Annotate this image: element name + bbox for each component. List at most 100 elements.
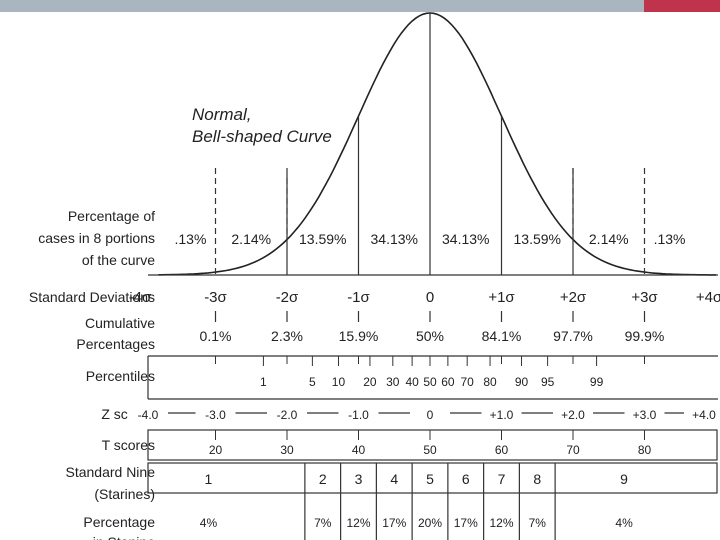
t-score-label: 40 — [352, 443, 366, 457]
stanine-number: 6 — [462, 471, 470, 487]
cumulative-percentage-label: 84.1% — [482, 328, 522, 344]
z-score-label: +4.0 — [692, 408, 716, 422]
z-score-label: +3.0 — [633, 408, 657, 422]
sd-label: +1σ — [488, 289, 515, 306]
sd-label: +2σ — [560, 289, 587, 306]
curve-percentage-label: 34.13% — [371, 231, 418, 247]
row-label-stanine: (Starines) — [94, 486, 155, 502]
stanine-number: 5 — [426, 471, 434, 487]
stanine-number: 9 — [620, 471, 628, 487]
row-label-percentiles: Percentiles — [86, 368, 155, 384]
row-label-stanine_pct: in Stanine — [93, 534, 155, 540]
percentile-label: 30 — [386, 375, 400, 389]
stanine-number: 3 — [355, 471, 363, 487]
stanine-number: 8 — [533, 471, 541, 487]
z-score-label: -1.0 — [348, 408, 369, 422]
slide-accent-block — [644, 0, 720, 12]
percentile-label: 90 — [515, 375, 529, 389]
row-label-stanine: Standard Nine — [65, 464, 155, 480]
stanine-percentage: 12% — [489, 516, 513, 530]
row-label-percentage: Percentage of — [68, 208, 155, 224]
z-score-label: +2.0 — [561, 408, 585, 422]
stanine-percentage: 12% — [346, 516, 370, 530]
curve-percentage-label: .13% — [175, 231, 207, 247]
stanine-number: 4 — [390, 471, 398, 487]
sd-label: -4σ — [129, 289, 152, 306]
percentile-label: 5 — [309, 375, 316, 389]
cumulative-percentage-label: 99.9% — [625, 328, 665, 344]
curve-percentage-label: 2.14% — [231, 231, 271, 247]
curve-percentage-label: 34.13% — [442, 231, 489, 247]
row-label-cumulative: Cumulative — [85, 315, 155, 331]
curve-percentage-label: 13.59% — [299, 231, 346, 247]
sd-label: 0 — [426, 289, 434, 306]
percentile-label: 95 — [541, 375, 555, 389]
cumulative-percentage-label: 0.1% — [200, 328, 232, 344]
percentile-label: 50 — [423, 375, 437, 389]
row-label-percentage: of the curve — [82, 252, 155, 268]
stanine-percentage: 17% — [382, 516, 406, 530]
percentile-label: 40 — [405, 375, 419, 389]
row-label-stanine_pct: Percentage — [83, 514, 155, 530]
stanine-number: 1 — [205, 471, 213, 487]
curve-label: Bell-shaped Curve — [192, 127, 332, 146]
z-label-bg — [624, 404, 665, 420]
curve-percentage-label: .13% — [654, 231, 686, 247]
sd-label: -3σ — [204, 289, 227, 306]
cumulative-percentage-label: 2.3% — [271, 328, 303, 344]
z-score-label: -4.0 — [138, 408, 159, 422]
percentile-label: 20 — [363, 375, 377, 389]
stanine-number: 7 — [498, 471, 506, 487]
row-label-cumulative: Percentages — [76, 336, 155, 352]
stanine-number: 2 — [319, 471, 327, 487]
stanine-percentage: 7% — [314, 516, 332, 530]
stanine-percentage: 7% — [529, 516, 547, 530]
percentile-label: 80 — [483, 375, 497, 389]
t-score-label: 50 — [423, 443, 437, 457]
bell-curve — [158, 12, 716, 276]
t-score-label: 20 — [209, 443, 223, 457]
stanine-percentage: 4% — [615, 516, 633, 530]
stanine-percentage: 4% — [200, 516, 218, 530]
z-label-bg — [684, 404, 720, 420]
sd-label: -2σ — [276, 289, 299, 306]
z-label-bg — [481, 404, 522, 420]
sd-label: +4σ — [696, 289, 720, 306]
z-score-label: 0 — [427, 408, 434, 422]
row-label-sd: Standard Deviations — [29, 289, 155, 305]
t-score-label: 60 — [495, 443, 509, 457]
t-score-label: 30 — [280, 443, 294, 457]
t-score-label: 80 — [638, 443, 652, 457]
cumulative-percentage-label: 97.7% — [553, 328, 593, 344]
z-label-bg — [195, 404, 236, 420]
curve-percentage-label: 13.59% — [514, 231, 561, 247]
t-score-band — [147, 429, 718, 461]
t-score-label: 70 — [566, 443, 580, 457]
percentile-label: 1 — [260, 375, 267, 389]
curve-percentage-label: 2.14% — [589, 231, 629, 247]
percentile-label: 60 — [441, 375, 455, 389]
row-label-t: T scores — [102, 437, 155, 453]
slide-top-bar — [0, 0, 720, 12]
row-label-percentage: cases in 8 portions — [38, 230, 155, 246]
stanine-percentage: 17% — [454, 516, 478, 530]
cumulative-percentage-label: 50% — [416, 328, 444, 344]
z-score-label: -3.0 — [205, 408, 226, 422]
sd-label: -1σ — [347, 289, 370, 306]
percentile-label: 70 — [461, 375, 475, 389]
z-score-label: -2.0 — [277, 408, 298, 422]
z-label-bg — [128, 404, 168, 420]
sd-label: +3σ — [631, 289, 658, 306]
percentile-label: 10 — [332, 375, 346, 389]
z-score-label: +1.0 — [490, 408, 514, 422]
percentile-label: 99 — [590, 375, 604, 389]
z-label-bg — [410, 404, 450, 420]
curve-label: Normal, — [192, 105, 252, 124]
stanine-band — [147, 462, 718, 494]
z-label-bg — [338, 404, 379, 420]
cumulative-percentage-label: 15.9% — [339, 328, 379, 344]
z-label-bg — [553, 404, 593, 420]
stanine-percentage: 20% — [418, 516, 442, 530]
